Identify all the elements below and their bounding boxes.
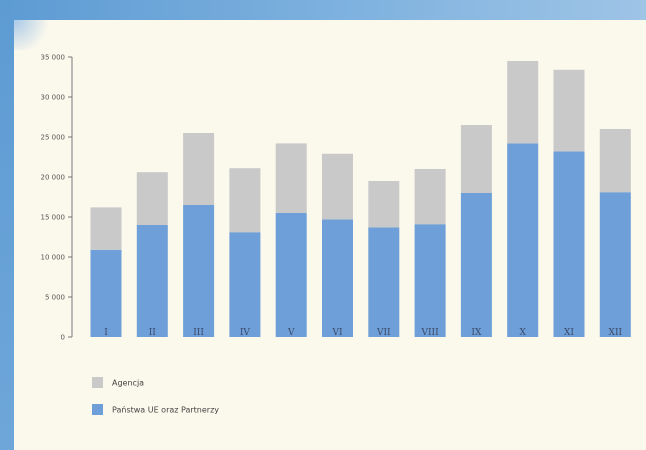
bar-segment-agency bbox=[553, 69, 585, 152]
bar-segment-agency bbox=[275, 143, 307, 213]
y-tick-label: 35 000 bbox=[41, 54, 66, 62]
left-decorative-bar bbox=[0, 0, 14, 450]
category-label: VI bbox=[331, 328, 342, 338]
bar-segment-eu-partners bbox=[414, 224, 446, 337]
legend-swatch bbox=[92, 377, 103, 388]
bar-segment-agency bbox=[229, 168, 261, 233]
bars bbox=[90, 61, 631, 337]
category-label: II bbox=[149, 328, 157, 338]
y-tick-label: 15 000 bbox=[41, 214, 66, 222]
bar-segment-agency bbox=[90, 207, 122, 250]
category-labels: I II III IV V VI VII VIII IX X XI XII bbox=[104, 328, 622, 338]
y-tick-label: 25 000 bbox=[41, 134, 66, 142]
bar-segment-agency bbox=[322, 153, 353, 220]
y-axis: 0 5 000 10 000 15 000 20 000 25 000 30 000 35 0… bbox=[41, 54, 73, 342]
category-label: IV bbox=[240, 328, 251, 338]
bar-segment-eu-partners bbox=[275, 213, 307, 337]
bar-segment-agency bbox=[599, 129, 631, 193]
legend-label: Państwa UE oraz Partnerzy bbox=[112, 406, 219, 415]
bar-segment-agency bbox=[460, 125, 492, 193]
category-label: IX bbox=[471, 328, 482, 338]
legend: Agencja Państwa UE oraz Partnerzy bbox=[92, 377, 219, 415]
bar-segment-eu-partners bbox=[507, 143, 539, 337]
category-label: VIII bbox=[421, 328, 440, 338]
bar-segment-eu-partners bbox=[460, 193, 492, 337]
y-tick-label: 10 000 bbox=[41, 254, 66, 262]
category-label: I bbox=[104, 328, 108, 338]
category-label: III bbox=[193, 328, 204, 338]
y-tick-label: 20 000 bbox=[41, 174, 66, 182]
category-label: X bbox=[519, 328, 526, 338]
bar-segment-eu-partners bbox=[322, 219, 353, 337]
category-label: V bbox=[287, 328, 295, 338]
y-tick-label: 30 000 bbox=[41, 94, 66, 102]
legend-label: Agencja bbox=[112, 379, 144, 388]
bar-segment-eu-partners bbox=[368, 227, 400, 337]
bar-segment-agency bbox=[368, 181, 400, 228]
y-tick-label: 0 bbox=[61, 334, 65, 342]
corner-decoration bbox=[14, 20, 54, 50]
top-decorative-bar bbox=[0, 0, 646, 20]
category-label: XII bbox=[609, 328, 623, 338]
category-label: VII bbox=[376, 328, 391, 338]
bar-segment-eu-partners bbox=[136, 225, 168, 337]
bar-segment-eu-partners bbox=[553, 151, 585, 337]
legend-swatch bbox=[92, 404, 103, 415]
bar-segment-eu-partners bbox=[599, 192, 631, 337]
bar-segment-agency bbox=[414, 169, 446, 225]
bar-segment-eu-partners bbox=[90, 249, 122, 337]
y-tick-label: 5 000 bbox=[45, 294, 65, 302]
bar-segment-agency bbox=[136, 172, 168, 225]
bar-segment-agency bbox=[183, 133, 215, 205]
category-label: XI bbox=[564, 328, 574, 338]
bar-segment-eu-partners bbox=[229, 232, 261, 337]
bar-segment-eu-partners bbox=[183, 205, 215, 337]
bar-segment-agency bbox=[507, 61, 539, 144]
